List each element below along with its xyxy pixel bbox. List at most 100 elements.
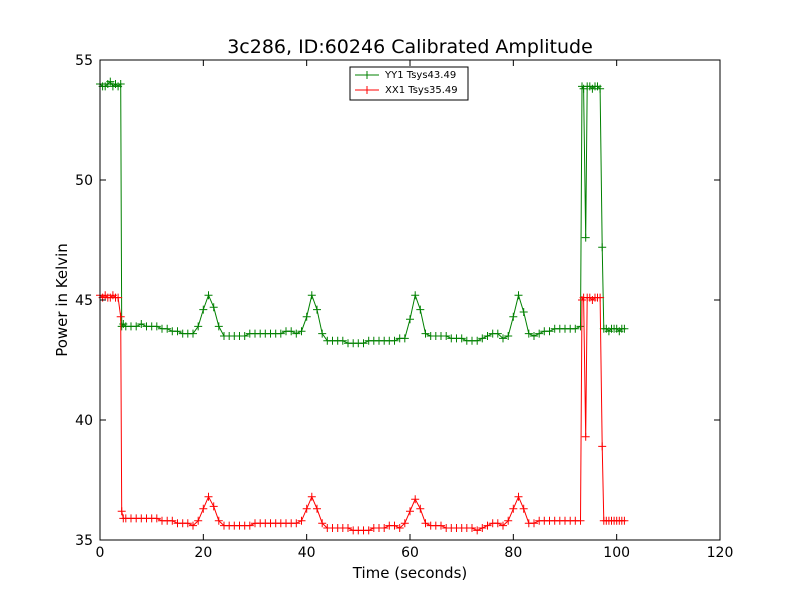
data-point-yy1 bbox=[473, 336, 482, 345]
legend-marker-xx1 bbox=[363, 86, 371, 94]
data-point-yy1 bbox=[240, 332, 249, 340]
data-point-xx1 bbox=[581, 432, 590, 441]
data-point-xx1 bbox=[598, 442, 607, 451]
y-tick-label: 35 bbox=[75, 533, 93, 549]
y-tick-label: 45 bbox=[75, 293, 93, 309]
data-point-yy1 bbox=[493, 329, 502, 338]
data-point-yy1 bbox=[530, 332, 538, 340]
data-point-xx1 bbox=[318, 519, 327, 528]
data-point-xx1 bbox=[504, 516, 513, 525]
data-point-xx1 bbox=[483, 521, 492, 530]
data-point-xx1 bbox=[468, 524, 476, 532]
data-point-xx1 bbox=[344, 524, 352, 532]
data-point-yy1 bbox=[416, 305, 425, 314]
data-point-yy1 bbox=[307, 291, 316, 300]
data-point-xx1 bbox=[199, 504, 208, 513]
data-point-xx1 bbox=[364, 526, 373, 535]
data-point-yy1 bbox=[276, 329, 285, 338]
data-point-xx1 bbox=[514, 492, 523, 501]
data-point-yy1 bbox=[302, 312, 311, 321]
data-point-xx1 bbox=[204, 492, 213, 501]
x-tick-label: 80 bbox=[504, 545, 522, 561]
data-point-xx1 bbox=[411, 495, 420, 504]
data-point-yy1 bbox=[457, 334, 466, 343]
data-point-xx1 bbox=[576, 516, 585, 525]
data-point-yy1 bbox=[509, 312, 518, 321]
data-point-xx1 bbox=[493, 519, 502, 528]
x-tick-label: 60 bbox=[401, 545, 419, 561]
data-point-xx1 bbox=[168, 516, 177, 525]
data-point-yy1 bbox=[576, 322, 585, 331]
data-point-xx1 bbox=[245, 521, 254, 530]
data-point-yy1 bbox=[214, 322, 223, 331]
data-point-yy1 bbox=[524, 329, 533, 338]
data-point-xx1 bbox=[620, 516, 629, 525]
data-point-xx1 bbox=[214, 516, 223, 525]
data-point-yy1 bbox=[571, 324, 580, 333]
data-point-yy1 bbox=[442, 332, 451, 340]
data-point-xx1 bbox=[519, 504, 528, 513]
data-point-xx1 bbox=[183, 519, 192, 528]
data-point-xx1 bbox=[406, 507, 414, 516]
data-point-xx1 bbox=[313, 504, 321, 513]
x-tick-label: 20 bbox=[194, 545, 212, 561]
x-tick-label: 40 bbox=[298, 545, 316, 561]
data-point-xx1 bbox=[390, 521, 399, 530]
legend-label-yy1: YY1 Tsys43.49 bbox=[384, 70, 456, 81]
data-point-yy1 bbox=[292, 329, 301, 338]
data-point-yy1 bbox=[421, 329, 430, 338]
data-point-yy1 bbox=[519, 308, 528, 316]
legend: YY1 Tsys43.49 XX1 Tsys35.49 bbox=[349, 66, 469, 101]
legend-marker-yy1 bbox=[363, 71, 371, 79]
y-tick-label: 50 bbox=[75, 173, 93, 189]
data-point-xx1 bbox=[400, 519, 409, 528]
data-point-yy1 bbox=[620, 324, 629, 333]
x-axis-label: Time (seconds) bbox=[352, 564, 468, 582]
data-point-yy1 bbox=[287, 327, 296, 336]
data-point-xx1 bbox=[380, 524, 389, 532]
data-point-xx1 bbox=[152, 514, 161, 523]
data-point-yy1 bbox=[504, 332, 513, 340]
data-point-yy1 bbox=[581, 233, 590, 242]
data-point-yy1 bbox=[514, 291, 523, 300]
data-point-xx1 bbox=[473, 526, 482, 535]
data-point-yy1 bbox=[297, 327, 306, 336]
data-point-yy1 bbox=[478, 334, 487, 343]
data-point-yy1 bbox=[499, 334, 507, 343]
data-point-yy1 bbox=[390, 336, 399, 345]
data-point-yy1 bbox=[137, 320, 146, 328]
data-point-xx1 bbox=[114, 293, 123, 302]
data-point-yy1 bbox=[152, 322, 161, 331]
data-point-xx1 bbox=[416, 504, 425, 513]
data-point-xx1 bbox=[395, 524, 404, 532]
data-point-xx1 bbox=[116, 312, 125, 321]
data-point-yy1 bbox=[596, 84, 605, 93]
x-tick-label: 100 bbox=[603, 545, 630, 561]
plot-area-frame bbox=[99, 59, 721, 541]
data-point-xx1 bbox=[292, 519, 301, 528]
data-point-yy1 bbox=[400, 334, 409, 343]
data-point-yy1 bbox=[406, 315, 414, 324]
data-point-yy1 bbox=[483, 332, 492, 340]
data-point-xx1 bbox=[194, 516, 203, 525]
data-point-yy1 bbox=[313, 305, 321, 314]
data-point-yy1 bbox=[338, 336, 347, 345]
data-point-yy1 bbox=[173, 327, 182, 336]
legend-box bbox=[349, 66, 469, 101]
data-point-yy1 bbox=[598, 243, 607, 252]
x-tick-label: 0 bbox=[96, 545, 105, 561]
y-tick-label: 40 bbox=[75, 413, 93, 429]
legend-label-xx1: XX1 Tsys35.49 bbox=[385, 85, 458, 96]
data-point-yy1 bbox=[199, 305, 208, 314]
data-point-xx1 bbox=[530, 519, 538, 528]
data-point-xx1 bbox=[499, 521, 507, 530]
data-point-yy1 bbox=[535, 329, 544, 338]
chart-title: 3c286, ID:60246 Calibrated Amplitude bbox=[227, 36, 593, 58]
y-axis-label: Power in Kelvin bbox=[53, 243, 71, 357]
data-point-xx1 bbox=[421, 519, 430, 528]
data-point-xx1 bbox=[437, 521, 445, 530]
data-point-yy1 bbox=[209, 303, 218, 312]
data-point-xx1 bbox=[302, 504, 311, 513]
data-point-xx1 bbox=[478, 524, 487, 532]
